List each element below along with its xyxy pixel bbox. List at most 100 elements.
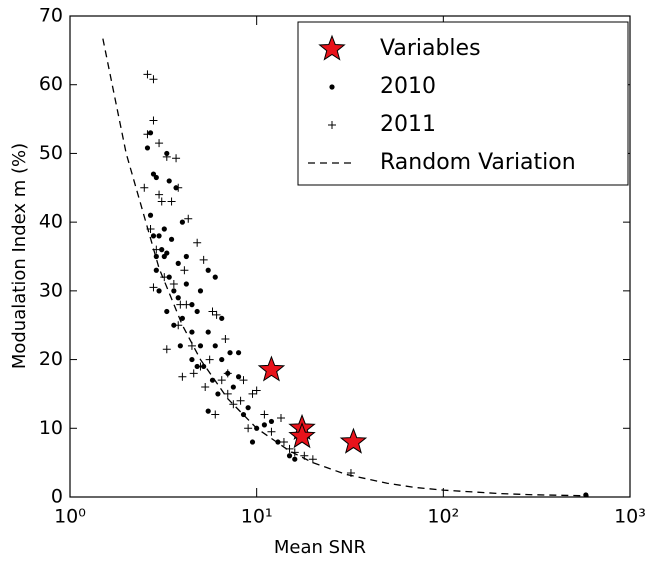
plus-point — [279, 438, 288, 447]
plus-point — [172, 154, 181, 163]
dot-point — [161, 226, 167, 232]
plus-point — [244, 424, 253, 433]
dot-point — [159, 247, 165, 253]
plot-frame — [69, 15, 631, 498]
x-axis-label: Mean SNR — [274, 537, 366, 558]
legend-box — [297, 21, 629, 186]
dot-point — [166, 178, 172, 184]
dot-point — [164, 308, 170, 315]
dot-point — [268, 418, 275, 425]
dot-point — [230, 384, 236, 390]
plus-point — [239, 376, 248, 385]
plus-point — [252, 386, 261, 395]
plus-point — [248, 389, 257, 398]
dot-point — [171, 288, 177, 294]
plus-point — [149, 116, 158, 125]
plus-point — [162, 345, 171, 354]
dot-point — [254, 425, 260, 431]
star-point — [257, 355, 286, 382]
plus-point — [223, 389, 232, 398]
plus-point — [199, 255, 208, 264]
plus-point — [167, 197, 176, 206]
legend-swatch — [318, 34, 346, 61]
dot-point — [144, 145, 151, 151]
dot-point — [177, 343, 183, 349]
y-tick-label: 50 — [39, 142, 63, 164]
dot-point — [292, 456, 298, 462]
y-axis-label: Modualation Index m (%) — [9, 143, 30, 369]
legend-swatch — [328, 121, 336, 129]
y-tick-label: 20 — [39, 348, 63, 370]
plus-point — [276, 413, 285, 422]
plus-point — [229, 400, 238, 409]
dot-point — [156, 233, 162, 239]
dot-point — [175, 295, 181, 301]
plus-point — [155, 139, 164, 148]
dot-point — [205, 408, 211, 414]
dot-point — [197, 343, 204, 349]
x-tick-label: 10⁰ — [54, 506, 86, 528]
plus-point — [176, 300, 185, 309]
dot-point — [189, 356, 195, 363]
plus-point — [146, 225, 155, 234]
dot-point — [150, 171, 157, 177]
dot-point — [275, 439, 281, 445]
plus-point — [152, 245, 161, 254]
plus-point — [187, 341, 196, 350]
dot-point — [219, 356, 225, 363]
dot-point — [235, 374, 242, 380]
plus-point — [180, 266, 189, 275]
plus-point — [217, 376, 226, 385]
dot-point — [212, 274, 218, 280]
dot-point — [153, 267, 159, 273]
plus-point — [155, 190, 164, 199]
dot-point — [235, 350, 242, 356]
plus-point — [205, 355, 214, 364]
plus-point — [211, 410, 220, 419]
plus-point — [143, 70, 152, 79]
plus-point — [236, 396, 245, 405]
dot-point — [197, 288, 204, 294]
dot-point — [183, 281, 189, 287]
y-tick-label: 70 — [39, 5, 63, 27]
plus-point — [346, 468, 355, 477]
dot-point — [150, 233, 157, 239]
plus-point — [189, 369, 198, 378]
dot-point — [194, 308, 200, 315]
dot-point — [194, 363, 200, 370]
dot-point — [173, 185, 179, 191]
plus-point — [212, 310, 221, 319]
dot-point — [219, 315, 225, 321]
dot-point — [215, 391, 221, 397]
dot-point — [286, 453, 293, 459]
dot-point — [245, 405, 251, 411]
dot-point — [189, 329, 195, 335]
legend-label: Random Variation — [380, 150, 576, 175]
dot-point — [164, 250, 170, 256]
plus-point — [193, 238, 202, 247]
dot-point — [205, 267, 211, 273]
dot-point — [147, 130, 154, 136]
dot-point — [153, 174, 159, 181]
plus-point — [267, 427, 276, 436]
dot-point — [583, 492, 589, 498]
x-tick-label: 10¹ — [241, 506, 273, 528]
dot-point — [183, 253, 189, 260]
dot-point — [212, 343, 218, 349]
dot-point — [205, 329, 211, 335]
dot-point — [164, 150, 170, 157]
star-point — [339, 427, 368, 454]
plus-point — [178, 372, 187, 381]
dot-point — [179, 315, 185, 321]
dot-point — [166, 274, 172, 280]
plus-point — [260, 410, 269, 419]
dot-point — [171, 322, 177, 328]
plus-point — [285, 444, 294, 453]
x-tick-label: 10² — [427, 506, 459, 528]
plus-point — [290, 448, 299, 457]
plus-point — [140, 183, 149, 192]
dot-point — [156, 288, 162, 294]
dot-point — [147, 212, 154, 218]
plus-point — [149, 75, 158, 84]
